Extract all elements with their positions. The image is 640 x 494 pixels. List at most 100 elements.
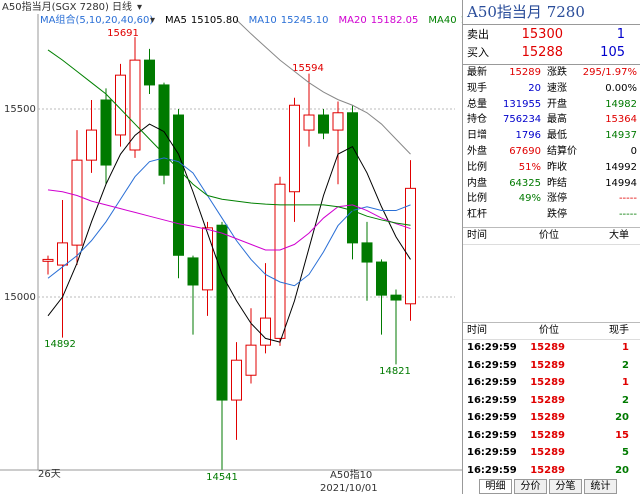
- ma-line: [236, 19, 411, 155]
- stat-label: 最新: [467, 67, 487, 78]
- trade-price: 15289: [530, 342, 565, 353]
- candle-body: [100, 99, 112, 166]
- stat-label: 昨收: [547, 161, 567, 173]
- candle-body: [216, 224, 228, 401]
- trade-time: 16:29:59: [467, 394, 517, 406]
- annotation: 15594: [292, 63, 324, 74]
- stat-label: 跌停: [547, 209, 567, 221]
- candle-body: [260, 317, 271, 346]
- trade-qty: 1: [622, 377, 629, 388]
- dropdown-arrow[interactable]: ▾: [150, 15, 155, 26]
- stat-value: 67690: [509, 146, 541, 157]
- candle-body: [86, 129, 97, 161]
- book-price: 15288: [521, 45, 563, 60]
- legend-value: 15245.10: [281, 15, 329, 26]
- candle-body: [303, 114, 315, 131]
- trade-price: 15289: [530, 412, 565, 423]
- trade-time: 16:29:59: [467, 412, 517, 423]
- stat-value: 15364: [605, 114, 637, 126]
- candle-body: [71, 159, 83, 246]
- trade-price: 15289: [530, 394, 565, 406]
- chart-background: [0, 0, 462, 494]
- trade-qty: 15: [615, 429, 629, 441]
- dropdown-arrow[interactable]: ▾: [137, 2, 142, 13]
- stat-value: 131955: [503, 98, 542, 110]
- trade-qty: 5: [622, 447, 629, 458]
- trade-price: 15289: [530, 464, 565, 476]
- candle-body: [361, 242, 373, 263]
- trade-time: 16:29:59: [467, 464, 517, 476]
- candle-body: [115, 74, 126, 136]
- legend-value: 15105.80: [191, 15, 239, 26]
- stat-value: 49%: [518, 193, 541, 205]
- book-label: 卖出: [467, 28, 489, 41]
- candle-body: [347, 112, 358, 244]
- trade-price: 15289: [530, 429, 565, 441]
- candle-body: [289, 104, 300, 193]
- stat-label: 总量: [467, 98, 487, 110]
- contract-label: A50指10: [330, 468, 372, 481]
- contract-title: A50指当月(SGX 7280): [2, 0, 109, 13]
- divider: [463, 24, 640, 25]
- stat-label: 杠杆: [467, 209, 487, 221]
- candle-body: [405, 187, 416, 305]
- stat-value: -----: [618, 209, 637, 221]
- ma-group[interactable]: MA组合(5,10,20,40,60): [40, 13, 153, 26]
- stat-value: 1796: [515, 130, 541, 142]
- candle-body: [390, 294, 402, 301]
- annotation: 15691: [107, 28, 139, 39]
- book-price: 15300: [521, 27, 563, 42]
- table-header: 时间 价位 大单: [463, 227, 640, 245]
- table-header: 时间 价位 现手: [463, 322, 640, 340]
- stat-label: 现手: [467, 82, 487, 94]
- candle-body: [332, 112, 344, 131]
- annotation: 14821: [379, 366, 411, 377]
- candle-body: [187, 257, 199, 286]
- candle-body: [318, 114, 329, 134]
- stat-value: 15289: [509, 67, 541, 78]
- stat-value: -----: [618, 193, 637, 205]
- legend-name: MA10: [249, 15, 277, 26]
- panel-title: A50指当月 7280: [467, 3, 585, 21]
- ma-line: [47, 157, 411, 287]
- period[interactable]: 日线: [112, 0, 132, 13]
- stat-value: 756234: [503, 114, 542, 126]
- annotation: 14541: [206, 472, 238, 483]
- divider: [463, 64, 640, 65]
- x-label: 2021/10/01: [320, 483, 378, 494]
- stat-label: 速涨: [547, 82, 567, 94]
- stat-label: 最高: [547, 114, 567, 126]
- candle-body: [245, 344, 257, 376]
- header-cell: 大单: [609, 230, 629, 241]
- stat-label: 结算价: [547, 146, 577, 157]
- candle-body: [158, 84, 170, 176]
- y-tick-label: 15500: [4, 104, 36, 115]
- candle-body: [42, 258, 54, 262]
- quote-panel: A50指当月 7280 卖出 15300 1 买入 15288 105 最新 15289 涨跌 29…: [462, 0, 640, 494]
- tab[interactable]: 明细: [479, 479, 512, 494]
- trade-time: 16:29:59: [467, 342, 517, 353]
- chart: A50指当月(SGX 7280) 日线 ▾ MA组合(5,10,20,40,60…: [0, 0, 462, 494]
- tab[interactable]: 分笔: [549, 479, 582, 494]
- trade-time: 16:29:59: [467, 447, 517, 458]
- stat-value: 64325: [509, 177, 541, 189]
- stat-value: 14982: [605, 98, 637, 110]
- book-qty: 105: [600, 45, 625, 60]
- stat-label: 外盘: [467, 146, 487, 157]
- candle-body: [129, 59, 141, 151]
- candle-body: [231, 359, 242, 401]
- header-cell: 时间: [467, 325, 487, 336]
- stat-value: 14992: [605, 161, 637, 173]
- y-tick-label: 15000: [4, 292, 36, 303]
- legend-name: MA20: [338, 15, 366, 26]
- trade-price: 15289: [530, 447, 565, 458]
- bars-count: 26天: [38, 469, 61, 480]
- trade-time: 16:29:59: [467, 377, 517, 388]
- stat-label: 比例: [467, 193, 487, 205]
- tab[interactable]: 统计: [584, 479, 617, 494]
- stat-label: 比例: [467, 161, 487, 173]
- candle-body: [173, 114, 184, 256]
- tab[interactable]: 分价: [514, 479, 547, 494]
- book-label: 买入: [467, 46, 489, 59]
